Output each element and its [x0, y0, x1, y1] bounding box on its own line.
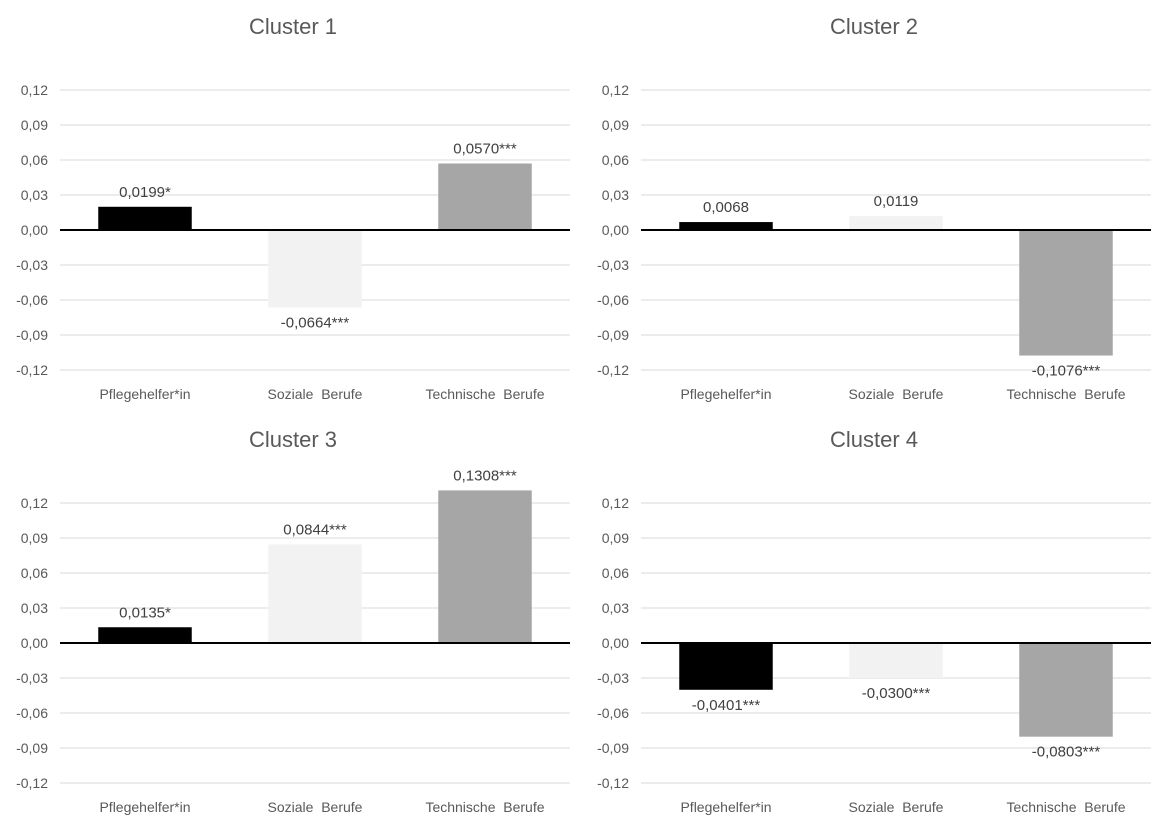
y-tick-label: 0,09 — [21, 117, 48, 133]
y-tick-label: 0,09 — [21, 530, 48, 546]
bar — [268, 544, 362, 643]
data-label: 0,0570*** — [453, 141, 517, 158]
y-tick-label: -0,09 — [16, 740, 48, 756]
x-category-label: Soziale Berufe — [268, 799, 363, 815]
y-tick-label: -0,09 — [597, 740, 629, 756]
data-label: -0,0803*** — [1032, 744, 1101, 761]
data-label: 0,1308*** — [453, 467, 517, 484]
data-label: 0,0199* — [119, 184, 171, 201]
data-label: -0,0401*** — [692, 697, 761, 714]
bar — [849, 216, 943, 230]
chart-title: Cluster 2 — [830, 14, 918, 39]
y-tick-label: 0,03 — [21, 600, 48, 616]
data-label: -0,0664*** — [281, 314, 350, 331]
bar — [679, 643, 773, 690]
bar — [98, 206, 192, 230]
y-tick-label: 0,06 — [21, 565, 48, 581]
y-tick-label: -0,12 — [597, 362, 629, 378]
y-tick-label: -0,09 — [597, 327, 629, 343]
y-tick-label: 0,09 — [602, 530, 629, 546]
data-label: -0,0300*** — [862, 685, 931, 702]
y-tick-label: 0,00 — [602, 222, 629, 238]
chart-panel-3: Cluster 3 0,12 0,09 0,06 0,03 0,00 -0,03 -0,06 -… — [0, 413, 580, 825]
x-category-label: Soziale Berufe — [268, 386, 363, 402]
y-tick-label: 0,06 — [21, 152, 48, 168]
data-label: -0,1076*** — [1032, 363, 1101, 380]
y-tick-label: 0,12 — [21, 82, 48, 98]
y-tick-label: -0,12 — [16, 775, 48, 791]
x-category-label: Pflegehelfer*in — [99, 386, 190, 402]
x-category-label: Technische Berufe — [425, 386, 544, 402]
chart-title: Cluster 4 — [830, 427, 918, 452]
chart-panel-4: Cluster 4 0,12 0,09 0,06 0,03 0,00 -0,03 -0,06 -… — [581, 413, 1161, 825]
y-tick-label: -0,06 — [16, 292, 48, 308]
bar — [268, 230, 362, 308]
x-category-label: Pflegehelfer*in — [680, 386, 771, 402]
y-tick-label: 0,06 — [602, 152, 629, 168]
x-category-label: Pflegehelfer*in — [680, 799, 771, 815]
y-tick-label: 0,03 — [602, 600, 629, 616]
bar — [679, 222, 773, 230]
bar — [438, 490, 532, 643]
y-tick-label: -0,03 — [16, 257, 48, 273]
chart-svg: Cluster 3 0,12 0,09 0,06 0,03 0,00 -0,03 -0,06 -… — [16, 427, 570, 815]
y-tick-label: 0,06 — [602, 565, 629, 581]
y-tick-label: -0,06 — [597, 292, 629, 308]
bar — [438, 163, 532, 230]
y-tick-label: -0,09 — [16, 327, 48, 343]
chart-title: Cluster 1 — [249, 14, 337, 39]
data-label: 0,0068 — [703, 199, 749, 216]
chart-panel-1: Cluster 1 0,12 0,09 0,06 0,03 0,00 -0,03 -0,06 -… — [0, 0, 580, 412]
x-category-label: Technische Berufe — [1006, 386, 1125, 402]
bar — [98, 627, 192, 643]
y-tick-label: -0,12 — [597, 775, 629, 791]
y-tick-label: 0,00 — [21, 635, 48, 651]
y-tick-label: -0,06 — [16, 705, 48, 721]
y-tick-label: 0,00 — [602, 635, 629, 651]
y-tick-label: -0,12 — [16, 362, 48, 378]
x-category-label: Pflegehelfer*in — [99, 799, 190, 815]
x-category-label: Technische Berufe — [1006, 799, 1125, 815]
y-tick-label: 0,03 — [602, 187, 629, 203]
data-label: 0,0119 — [874, 193, 919, 210]
y-tick-label: -0,03 — [597, 670, 629, 686]
data-label: 0,0844*** — [283, 522, 347, 539]
data-label: 0,0135* — [119, 604, 171, 621]
chart-title: Cluster 3 — [249, 427, 337, 452]
bar — [1019, 643, 1113, 737]
y-tick-label: -0,03 — [16, 670, 48, 686]
y-tick-label: 0,12 — [21, 495, 48, 511]
x-category-label: Technische Berufe — [425, 799, 544, 815]
y-tick-label: 0,09 — [602, 117, 629, 133]
y-tick-label: 0,12 — [602, 495, 629, 511]
y-tick-label: -0,06 — [597, 705, 629, 721]
bar — [849, 643, 943, 678]
bar — [1019, 230, 1113, 356]
x-category-label: Soziale Berufe — [849, 799, 944, 815]
x-category-label: Soziale Berufe — [849, 386, 944, 402]
y-tick-label: -0,03 — [597, 257, 629, 273]
chart-svg: Cluster 1 0,12 0,09 0,06 0,03 0,00 -0,03 -0,06 -… — [16, 14, 570, 402]
y-tick-label: 0,00 — [21, 222, 48, 238]
chart-panel-2: Cluster 2 0,12 0,09 0,06 0,03 0,00 -0,03 -0,06 -… — [581, 0, 1161, 412]
y-tick-label: 0,03 — [21, 187, 48, 203]
y-tick-label: 0,12 — [602, 82, 629, 98]
chart-svg: Cluster 2 0,12 0,09 0,06 0,03 0,00 -0,03 -0,06 -… — [597, 14, 1151, 402]
chart-svg: Cluster 4 0,12 0,09 0,06 0,03 0,00 -0,03 -0,06 -… — [597, 427, 1151, 815]
